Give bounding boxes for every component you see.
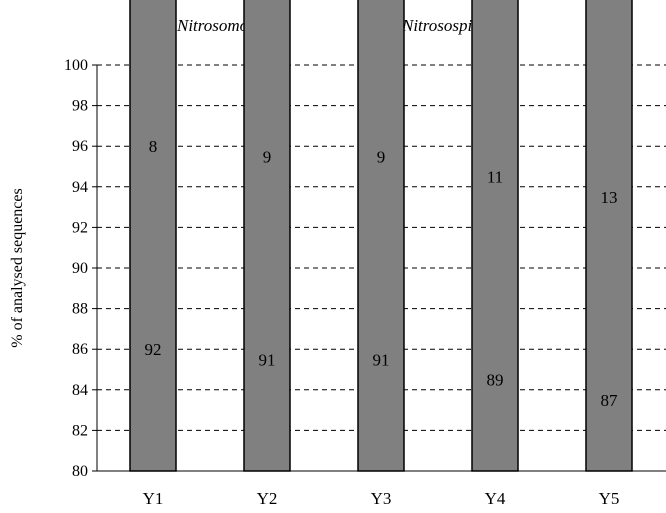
data-label: 91 [373, 350, 390, 369]
y-tick-label: 90 [72, 260, 88, 277]
data-label: 11 [487, 168, 503, 187]
x-tick-label: Y1 [143, 489, 164, 508]
x-tick-label: Y3 [371, 489, 392, 508]
y-tick-label: 96 [72, 138, 88, 155]
y-tick-label: 100 [64, 57, 88, 74]
data-label: 13 [601, 188, 618, 207]
y-tick-label: 88 [72, 301, 88, 318]
y-tick-label: 86 [72, 341, 88, 358]
y-tick-label: 94 [72, 179, 88, 196]
y-tick-label: 98 [72, 98, 88, 115]
data-labels: 92 8 91 9 91 9 89 11 87 13 [145, 137, 619, 410]
x-tick-label: Y4 [485, 489, 506, 508]
y-tick-labels: 80 82 84 86 88 90 92 94 96 98 100 [64, 57, 88, 480]
legend-label-nitrosospira: Nitrosospira [401, 16, 487, 35]
y-tick-label: 80 [72, 463, 88, 480]
bar-nitrosomonas-y4 [471, 0, 519, 472]
bar-nitrosomonas-y3 [357, 0, 405, 472]
y-tick-label: 84 [72, 382, 88, 399]
data-label: 87 [601, 391, 619, 410]
data-label: 9 [377, 147, 386, 166]
legend: Nitrosomonas Nitrosospira [159, 16, 487, 35]
x-tick-label: Y5 [599, 489, 620, 508]
y-tick-label: 92 [72, 219, 88, 236]
data-label: 8 [149, 137, 158, 156]
y-tick-label: 82 [72, 422, 88, 439]
bars [129, 0, 633, 472]
axes [92, 64, 666, 472]
data-label: 9 [263, 147, 272, 166]
bar-nitrosomonas-y1 [129, 0, 177, 472]
data-label: 92 [145, 340, 162, 359]
y-axis-label: % of analysed sequences [9, 188, 26, 348]
x-tick-labels: Y1 Y2 Y3 Y4 Y5 [143, 489, 620, 508]
bar-nitrosomonas-y2 [243, 0, 291, 472]
data-label: 91 [259, 350, 276, 369]
data-label: 89 [487, 371, 504, 390]
x-tick-label: Y2 [257, 489, 278, 508]
gridlines [97, 64, 666, 431]
